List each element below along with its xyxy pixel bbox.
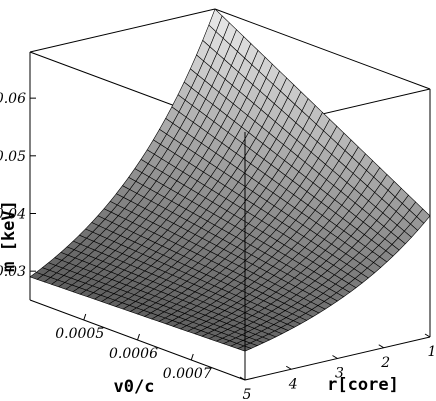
y-tick-label: 5	[243, 387, 252, 401]
surface-mesh	[29, 8, 431, 352]
box-edge	[214, 8, 431, 90]
box-edge	[29, 8, 216, 53]
z-tick-label: 0.05	[0, 149, 26, 165]
x-tick-labels: 0.0005 0.0006 0.0007	[55, 326, 212, 382]
z-tick-label: 0.06	[0, 91, 26, 107]
x-tick	[190, 353, 194, 361]
x-tick-label: 0.0005	[55, 326, 104, 342]
y-tick	[285, 365, 292, 370]
z-tick-label: 0.03	[0, 264, 26, 280]
x-tick	[137, 333, 140, 341]
y-tick	[332, 355, 338, 359]
z-tick-label: 0.04	[0, 206, 26, 222]
z-axis-label: m [keV]	[0, 200, 19, 272]
y-tick-label: 3	[335, 366, 344, 382]
x-axis-label: v0/c	[114, 377, 155, 397]
x-tick-label: 0.0007	[163, 366, 212, 382]
x-tick	[83, 313, 87, 321]
y-tick-label: 4	[288, 376, 298, 392]
y-axis-label: r[core]	[327, 375, 399, 395]
y-tick	[424, 333, 431, 338]
x-tick-label: 0.0006	[109, 346, 158, 362]
z-tick-labels: 0.03 0.04 0.05 0.06	[0, 91, 26, 280]
y-tick	[378, 344, 385, 349]
y-tick	[239, 376, 246, 381]
y-tick-label: 1	[428, 344, 436, 360]
axis-ticks	[30, 97, 431, 381]
y-tick-label: 2	[380, 355, 390, 371]
y-tick-labels: 1 2 3 4 5	[243, 344, 436, 401]
